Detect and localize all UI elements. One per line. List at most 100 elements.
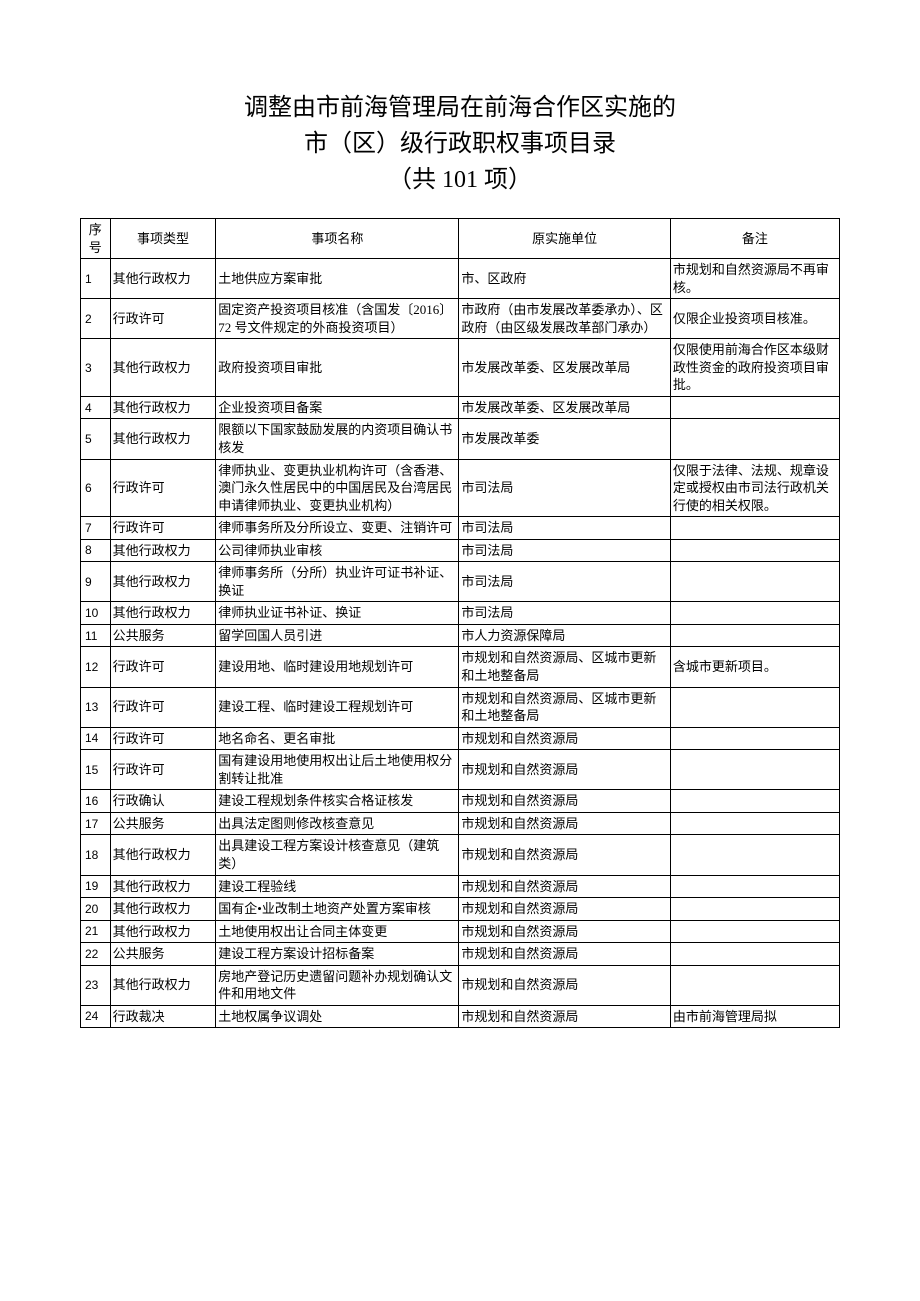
- cell-type: 行政许可: [110, 750, 216, 790]
- table-row: 4其他行政权力企业投资项目备案市发展改革委、区发展改革局: [81, 396, 840, 419]
- cell-type: 其他行政权力: [110, 920, 216, 943]
- document-title: 调整由市前海管理局在前海合作区实施的 市（区）级行政职权事项目录 （共 101 …: [80, 90, 840, 198]
- cell-seq: 15: [81, 750, 111, 790]
- cell-seq: 3: [81, 339, 111, 397]
- cell-unit: 市规划和自然资源局: [459, 750, 670, 790]
- table-row: 2行政许可固定资产投资项目核准（含国发〔2016〕72 号文件规定的外商投资项目…: [81, 299, 840, 339]
- cell-name: 建设工程规划条件核实合格证核发: [216, 790, 459, 813]
- cell-type: 行政许可: [110, 459, 216, 517]
- cell-name: 固定资产投资项目核准（含国发〔2016〕72 号文件规定的外商投资项目）: [216, 299, 459, 339]
- cell-unit: 市规划和自然资源局、区城市更新和土地整备局: [459, 687, 670, 727]
- cell-type: 其他行政权力: [110, 898, 216, 921]
- col-note: 备注: [670, 219, 839, 259]
- table-row: 15行政许可国有建设用地使用权出让后土地使用权分割转让批准市规划和自然资源局: [81, 750, 840, 790]
- cell-name: 限额以下国家鼓励发展的内资项目确认书核发: [216, 419, 459, 459]
- cell-note: [670, 624, 839, 647]
- cell-unit: 市规划和自然资源局: [459, 835, 670, 875]
- cell-note: [670, 419, 839, 459]
- table-row: 10其他行政权力律师执业证书补证、换证市司法局: [81, 602, 840, 625]
- cell-name: 国有企•业改制土地资产处置方案审核: [216, 898, 459, 921]
- cell-name: 律师事务所及分所设立、变更、注销许可: [216, 517, 459, 540]
- cell-name: 公司律师执业审核: [216, 539, 459, 562]
- table-row: 23其他行政权力房地产登记历史遗留问题补办规划确认文件和用地文件市规划和自然资源…: [81, 965, 840, 1005]
- table-row: 18其他行政权力出具建设工程方案设计核查意见（建筑类）市规划和自然资源局: [81, 835, 840, 875]
- table-row: 3其他行政权力政府投资项目审批市发展改革委、区发展改革局仅限使用前海合作区本级财…: [81, 339, 840, 397]
- cell-name: 律师执业、变更执业机构许可（含香港、澳门永久性居民中的中国居民及台湾居民申请律师…: [216, 459, 459, 517]
- table-row: 13行政许可建设工程、临时建设工程规划许可市规划和自然资源局、区城市更新和土地整…: [81, 687, 840, 727]
- table-row: 16行政确认建设工程规划条件核实合格证核发市规划和自然资源局: [81, 790, 840, 813]
- cell-note: [670, 539, 839, 562]
- cell-type: 其他行政权力: [110, 419, 216, 459]
- table-row: 22公共服务建设工程方案设计招标备案市规划和自然资源局: [81, 943, 840, 966]
- cell-seq: 21: [81, 920, 111, 943]
- table-row: 14行政许可地名命名、更名审批市规划和自然资源局: [81, 727, 840, 750]
- cell-seq: 8: [81, 539, 111, 562]
- cell-unit: 市规划和自然资源局: [459, 898, 670, 921]
- cell-seq: 11: [81, 624, 111, 647]
- cell-unit: 市人力资源保障局: [459, 624, 670, 647]
- cell-seq: 6: [81, 459, 111, 517]
- cell-type: 其他行政权力: [110, 396, 216, 419]
- cell-note: [670, 602, 839, 625]
- cell-type: 行政裁决: [110, 1005, 216, 1028]
- cell-type: 其他行政权力: [110, 835, 216, 875]
- cell-type: 其他行政权力: [110, 539, 216, 562]
- items-table: 序号 事项类型 事项名称 原实施单位 备注 1其他行政权力土地供应方案审批市、区…: [80, 218, 840, 1028]
- cell-note: [670, 898, 839, 921]
- cell-name: 律师事务所（分所）执业许可证书补证、换证: [216, 562, 459, 602]
- cell-unit: 市司法局: [459, 459, 670, 517]
- cell-seq: 22: [81, 943, 111, 966]
- cell-unit: 市司法局: [459, 562, 670, 602]
- cell-unit: 市规划和自然资源局: [459, 812, 670, 835]
- cell-unit: 市司法局: [459, 602, 670, 625]
- cell-unit: 市规划和自然资源局: [459, 875, 670, 898]
- cell-seq: 13: [81, 687, 111, 727]
- table-row: 17公共服务出具法定图则修改核查意见市规划和自然资源局: [81, 812, 840, 835]
- cell-name: 土地权属争议调处: [216, 1005, 459, 1028]
- cell-name: 企业投资项目备案: [216, 396, 459, 419]
- cell-name: 国有建设用地使用权出让后土地使用权分割转让批准: [216, 750, 459, 790]
- cell-name: 房地产登记历史遗留问题补办规划确认文件和用地文件: [216, 965, 459, 1005]
- cell-note: 市规划和自然资源局不再审核。: [670, 259, 839, 299]
- col-seq: 序号: [81, 219, 111, 259]
- cell-note: 仅限于法律、法规、规章设定或授权由市司法行政机关行使的相关权限。: [670, 459, 839, 517]
- cell-note: [670, 943, 839, 966]
- cell-seq: 7: [81, 517, 111, 540]
- cell-seq: 20: [81, 898, 111, 921]
- cell-name: 建设用地、临时建设用地规划许可: [216, 647, 459, 687]
- cell-note: [670, 812, 839, 835]
- title-line-2: 市（区）级行政职权事项目录: [80, 126, 840, 162]
- cell-seq: 14: [81, 727, 111, 750]
- cell-unit: 市发展改革委: [459, 419, 670, 459]
- table-row: 12行政许可建设用地、临时建设用地规划许可市规划和自然资源局、区城市更新和土地整…: [81, 647, 840, 687]
- table-row: 24行政裁决土地权属争议调处市规划和自然资源局由市前海管理局拟: [81, 1005, 840, 1028]
- table-header-row: 序号 事项类型 事项名称 原实施单位 备注: [81, 219, 840, 259]
- cell-note: 由市前海管理局拟: [670, 1005, 839, 1028]
- cell-unit: 市规划和自然资源局: [459, 965, 670, 1005]
- cell-type: 行政许可: [110, 687, 216, 727]
- cell-seq: 17: [81, 812, 111, 835]
- cell-type: 行政许可: [110, 727, 216, 750]
- cell-note: 仅限企业投资项目核准。: [670, 299, 839, 339]
- cell-note: [670, 835, 839, 875]
- cell-note: [670, 727, 839, 750]
- cell-name: 政府投资项目审批: [216, 339, 459, 397]
- cell-note: [670, 875, 839, 898]
- cell-note: [670, 687, 839, 727]
- cell-seq: 1: [81, 259, 111, 299]
- cell-note: [670, 750, 839, 790]
- cell-unit: 市、区政府: [459, 259, 670, 299]
- cell-seq: 16: [81, 790, 111, 813]
- cell-type: 其他行政权力: [110, 259, 216, 299]
- cell-unit: 市发展改革委、区发展改革局: [459, 396, 670, 419]
- cell-type: 公共服务: [110, 812, 216, 835]
- cell-unit: 市规划和自然资源局: [459, 727, 670, 750]
- cell-unit: 市司法局: [459, 539, 670, 562]
- table-row: 11公共服务留学回国人员引进市人力资源保障局: [81, 624, 840, 647]
- col-unit: 原实施单位: [459, 219, 670, 259]
- cell-note: [670, 965, 839, 1005]
- cell-seq: 19: [81, 875, 111, 898]
- table-row: 20其他行政权力国有企•业改制土地资产处置方案审核市规划和自然资源局: [81, 898, 840, 921]
- cell-unit: 市规划和自然资源局: [459, 920, 670, 943]
- cell-name: 建设工程、临时建设工程规划许可: [216, 687, 459, 727]
